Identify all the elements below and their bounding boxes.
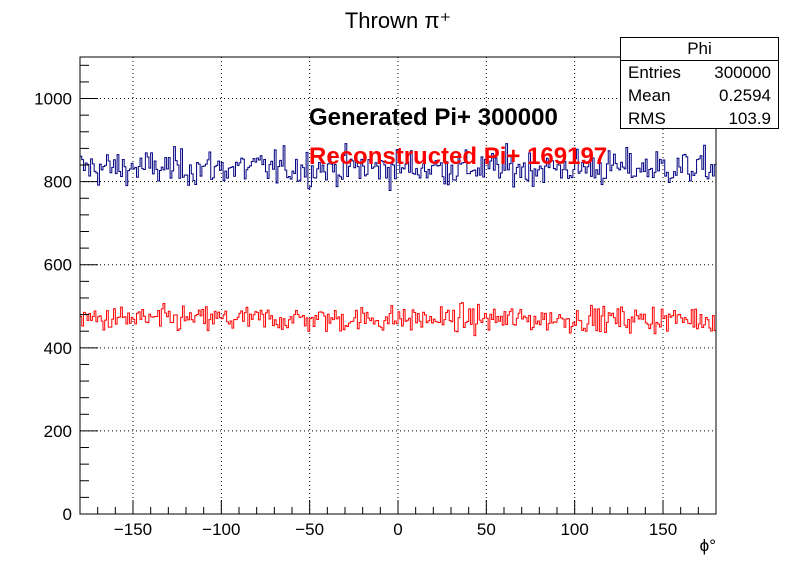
y-tick-label: 1000 [34,90,72,109]
stats-value: 0.2594 [719,86,771,105]
stats-row-mean: Mean 0.2594 [621,84,778,107]
x-tick-label: −50 [295,520,324,539]
stats-label: Entries [628,63,681,82]
stats-label: Mean [628,86,671,105]
histogram-series-1 [80,302,716,337]
stats-box: Phi Entries 300000 Mean 0.2594 RMS 103.9 [620,37,779,129]
stats-title: Phi [621,38,778,61]
stats-row-rms: RMS 103.9 [621,107,778,130]
x-tick-label: 150 [649,520,677,539]
annotation-reconstructed: Reconstructed Pi+ 169197 [309,143,607,170]
x-tick-label: 50 [477,520,496,539]
stats-label: RMS [628,109,666,128]
y-tick-label: 600 [44,256,72,275]
series-layer [80,143,716,337]
x-tick-label: −100 [202,520,240,539]
annotation-generated: Generated Pi+ 300000 [309,104,558,131]
chart-title: Thrown π⁺ [345,8,451,33]
x-tick-label: −150 [114,520,152,539]
stats-value: 300000 [714,63,771,82]
y-tick-label: 200 [44,422,72,441]
histogram-series-0 [80,143,716,192]
x-tick-label: 0 [393,520,402,539]
x-tick-label: 100 [560,520,588,539]
grid-lines [80,57,716,514]
x-axis-label: ϕ° [700,536,716,555]
y-tick-label: 0 [63,505,72,524]
y-tick-label: 800 [44,173,72,192]
axes: −150 −100 −50 0 50 100 150 0 200 400 600 800 1000 [34,64,717,539]
y-tick-label: 400 [44,339,72,358]
stats-row-entries: Entries 300000 [621,61,778,84]
stats-value: 103.9 [728,109,771,128]
